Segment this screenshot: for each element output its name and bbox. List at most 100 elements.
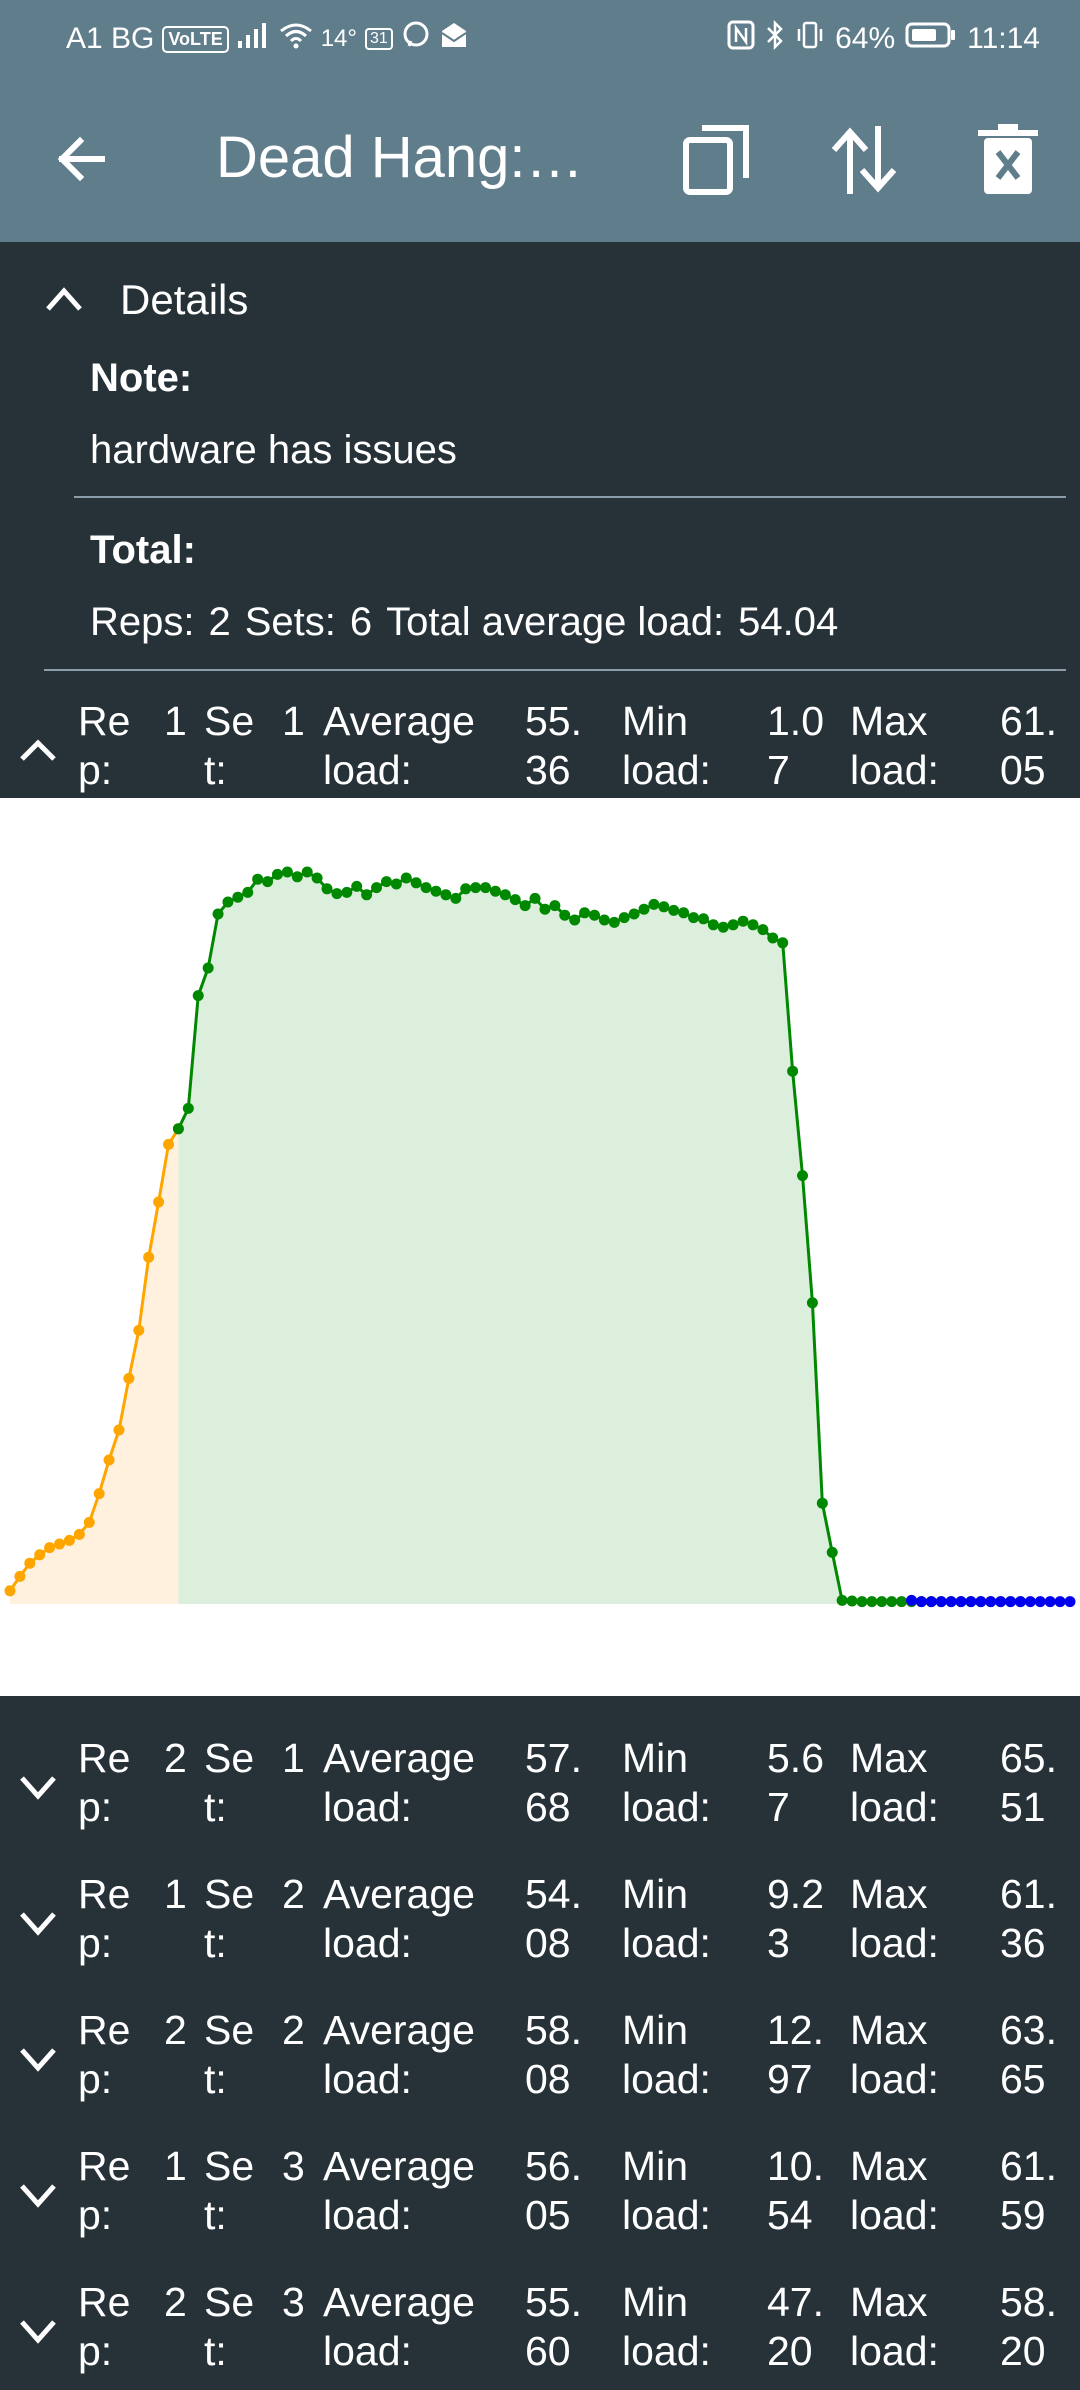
note-label: Note: <box>90 356 193 400</box>
average-load-value: 54. 08 <box>525 1871 582 1966</box>
volte-badge: VoLTE <box>162 25 229 53</box>
min-load-label: Min load: <box>622 2007 711 2102</box>
series-1-point <box>579 907 591 919</box>
series-2-point <box>985 1596 997 1608</box>
set-row[interactable]: Re p: 2 Se t: 3 Average load: 55. 60 Min load… <box>0 2278 1080 2390</box>
series-2-point <box>1005 1596 1017 1608</box>
app-bar: Dead Hang:… <box>0 76 1080 242</box>
min-load-value: 1.0 7 <box>767 698 824 793</box>
totals-divider <box>44 669 1066 671</box>
min-load-label: Min load: <box>622 698 711 793</box>
set-row[interactable]: Re p: 1 Se t: 2 Average load: 54. 08 Min load… <box>0 1870 1080 1982</box>
series-1-point <box>668 904 680 916</box>
min-load-value: 9.2 3 <box>767 1871 824 1966</box>
series-1-point <box>618 912 630 924</box>
min-load-label: Min load: <box>622 2143 711 2238</box>
max-load-value: 63. 65 <box>1000 2007 1057 2102</box>
battery-percent: 64% <box>835 22 896 55</box>
average-load-value: 55. 60 <box>525 2279 582 2374</box>
series-1-point <box>787 1065 799 1077</box>
note-value: hardware has issues <box>90 428 457 472</box>
sets-value: 6 <box>349 600 373 644</box>
average-load-value: 57. 68 <box>525 1735 582 1830</box>
series-1-point <box>519 900 531 912</box>
max-load-label: Max load: <box>850 1735 939 1830</box>
chevron-down-icon <box>18 1908 58 1938</box>
series-1-point <box>727 919 739 931</box>
series-1-point <box>460 883 472 895</box>
set-value: 3 <box>282 2143 305 2189</box>
chevron-up-icon <box>44 283 84 318</box>
series-2-point <box>1054 1596 1066 1608</box>
set-row[interactable]: Re p: 2 Se t: 1 Average load: 57. 68 Min load… <box>0 1734 1080 1846</box>
copy-icon[interactable] <box>680 122 756 198</box>
set-value: 2 <box>282 1871 305 1917</box>
sort-icon[interactable] <box>826 122 902 198</box>
set-value: 3 <box>282 2279 305 2325</box>
series-0-point <box>163 1138 175 1150</box>
series-1-point <box>499 889 511 901</box>
series-1-point <box>390 878 402 890</box>
series-1-point <box>361 889 373 901</box>
series-2-point <box>1044 1596 1056 1608</box>
max-load-value: 58. 20 <box>1000 2279 1057 2374</box>
series-2-point <box>905 1594 917 1606</box>
min-load-label: Min load: <box>622 1871 711 1966</box>
rep-value: 1 <box>164 1871 187 1917</box>
series-1-point <box>371 882 383 894</box>
nfc-icon <box>727 20 755 58</box>
battery-icon <box>905 21 957 57</box>
reps-label: Reps: <box>90 600 195 644</box>
series-0-area <box>10 1128 179 1604</box>
load-chart-svg <box>4 866 1076 1608</box>
series-0-point <box>44 1542 56 1554</box>
series-1-point <box>242 886 254 898</box>
reps-value: 2 <box>208 600 231 644</box>
rep-value: 1 <box>164 698 187 744</box>
details-toggle[interactable]: Details <box>44 276 248 324</box>
set-label: Se t: <box>204 2143 255 2238</box>
series-1-point <box>866 1596 878 1608</box>
set-row[interactable]: Re p: 1 Se t: 3 Average load: 56. 05 Min load… <box>0 2142 1080 2254</box>
max-load-label: Max load: <box>850 2279 939 2374</box>
total-label: Total: <box>90 528 196 572</box>
average-load-label: Average load: <box>323 2143 475 2238</box>
series-0-point <box>123 1372 135 1384</box>
average-load-label: Average load: <box>323 698 475 793</box>
series-1-point <box>400 872 412 884</box>
series-2-point <box>915 1596 927 1608</box>
series-1-point <box>440 889 452 901</box>
max-load-value: 61. 05 <box>1000 698 1057 793</box>
series-2-point <box>955 1596 967 1608</box>
max-load-value: 61. 36 <box>1000 1871 1057 1966</box>
series-0-point <box>24 1557 36 1569</box>
series-0-point <box>14 1570 26 1582</box>
series-1-point <box>638 903 650 915</box>
set-label: Se t: <box>204 2007 255 2102</box>
set-row[interactable]: Re p: 2 Se t: 2 Average load: 58. 08 Min load… <box>0 2006 1080 2118</box>
set-value: 2 <box>282 2007 305 2053</box>
series-0-point <box>4 1585 16 1597</box>
series-1-point <box>559 909 571 921</box>
status-bar: A1 BG VoLTE 14° 31 64% 11: <box>0 0 1080 76</box>
series-1-area <box>178 872 1021 1604</box>
series-1-point <box>707 919 719 931</box>
rep-label: Re p: <box>78 698 131 793</box>
rep-value: 2 <box>164 1735 187 1781</box>
series-1-point <box>380 876 392 888</box>
set-row[interactable]: Re p: 1 Se t: 1 Average load: 55. 36 Min load… <box>0 697 1080 809</box>
set-value: 1 <box>282 1735 305 1781</box>
rep-label: Re p: <box>78 2143 131 2238</box>
max-load-label: Max load: <box>850 2143 939 2238</box>
series-2-point <box>935 1596 947 1608</box>
back-arrow-icon[interactable] <box>50 126 116 192</box>
delete-icon[interactable] <box>970 122 1046 198</box>
min-load-value: 12. 97 <box>767 2007 824 2102</box>
chevron-down-icon <box>18 2044 58 2074</box>
rep-label: Re p: <box>78 2279 131 2374</box>
series-1-point <box>232 891 244 903</box>
series-0-point <box>54 1538 66 1550</box>
series-1-point <box>410 877 422 889</box>
series-1-point <box>628 908 640 920</box>
rep-value: 2 <box>164 2007 187 2053</box>
